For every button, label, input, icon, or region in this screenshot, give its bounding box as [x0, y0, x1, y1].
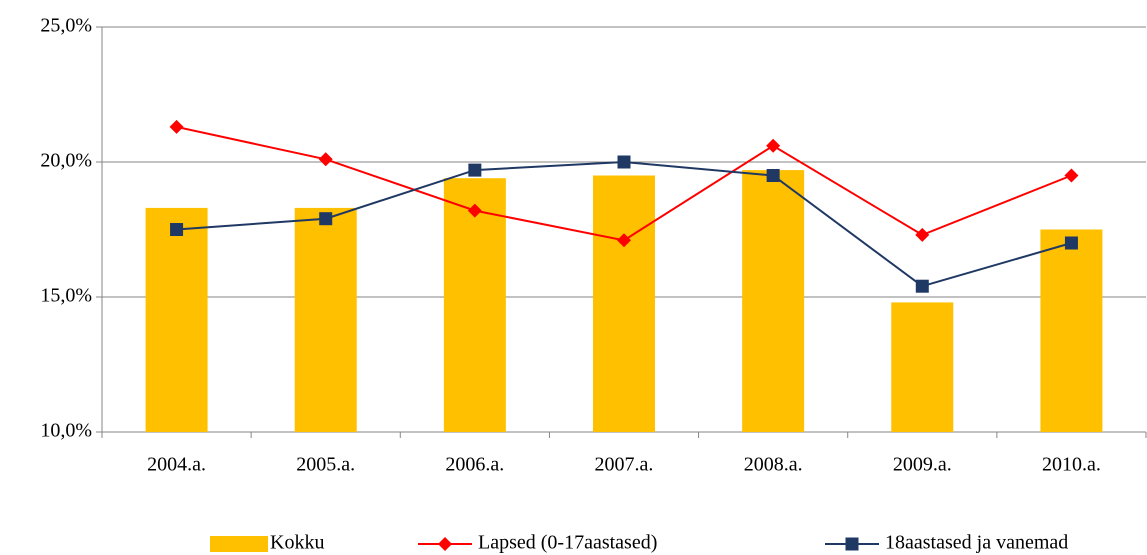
bar [593, 175, 655, 432]
marker [915, 279, 929, 293]
x-tick-label: 2004.a. [147, 454, 206, 476]
marker [766, 138, 781, 153]
x-tick-label: 2008.a. [744, 454, 803, 476]
x-tick-label: 2010.a. [1042, 454, 1101, 476]
legend-marker [845, 537, 859, 551]
legend-marker [438, 537, 452, 551]
bar [145, 207, 208, 432]
marker [617, 155, 631, 169]
legend-label: Kokku [270, 532, 324, 554]
marker [467, 203, 482, 218]
legend-label: Lapsed (0-17aastased) [478, 532, 657, 554]
legend-label: 18aastased ja vanemad [885, 532, 1068, 554]
marker [766, 169, 780, 182]
y-tick-label: 15,0% [40, 285, 92, 307]
marker [468, 163, 482, 177]
marker [318, 152, 333, 167]
marker [170, 223, 184, 236]
x-tick-label: 2006.a. [445, 454, 504, 476]
y-tick-label: 10,0% [40, 420, 92, 442]
bar [742, 170, 805, 432]
marker [1064, 168, 1079, 183]
x-tick-label: 2005.a. [296, 454, 355, 476]
bar [294, 207, 357, 432]
marker [169, 119, 184, 134]
bar [1040, 229, 1103, 432]
bar [443, 178, 506, 432]
marker [915, 227, 930, 242]
legend-swatch [210, 536, 268, 552]
marker [617, 233, 631, 248]
x-tick-label: 2009.a. [893, 454, 952, 476]
x-tick-label: 2007.a. [595, 454, 654, 476]
marker [319, 212, 333, 226]
y-tick-label: 20,0% [40, 150, 92, 172]
marker [1064, 236, 1078, 250]
y-tick-label: 25,0% [40, 15, 92, 37]
bar [891, 302, 954, 432]
